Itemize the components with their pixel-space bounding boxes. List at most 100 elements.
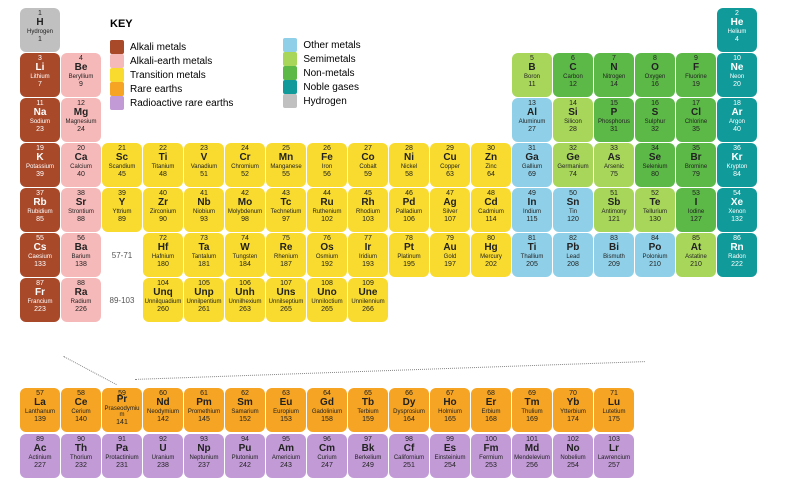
element-Ac: 89AcActinium227 bbox=[20, 434, 60, 478]
element-Pd: 46PdPalladium106 bbox=[389, 188, 429, 232]
element-Be: 4BeBeryllium9 bbox=[61, 53, 101, 97]
element-I: 53IIodine127 bbox=[676, 188, 716, 232]
element-F: 9FFluorine19 bbox=[676, 53, 716, 97]
element-Dy: 66DyDysprosium164 bbox=[389, 388, 429, 432]
element-Sr: 38SrStrontium88 bbox=[61, 188, 101, 232]
element-Mn: 25MnManganese55 bbox=[266, 143, 306, 187]
element-Xe: 54XeXenon132 bbox=[717, 188, 757, 232]
element-Uno: 108UnoUnniloctium265 bbox=[307, 278, 347, 322]
element-Eu: 63EuEuropium153 bbox=[266, 388, 306, 432]
element-No: 102NoNobelium254 bbox=[553, 434, 593, 478]
element-W: 74WTungsten184 bbox=[225, 233, 265, 277]
element-Ne: 10NeNeon20 bbox=[717, 53, 757, 97]
element-Kr: 36KrKrypton84 bbox=[717, 143, 757, 187]
element-Ge: 32GeGermanium74 bbox=[553, 143, 593, 187]
element-Unp: 105UnpUnnilpentium261 bbox=[184, 278, 224, 322]
element-La: 57LaLanthanum139 bbox=[20, 388, 60, 432]
element-Ho: 67HoHolmium165 bbox=[430, 388, 470, 432]
element-Tm: 69TmThulium169 bbox=[512, 388, 552, 432]
element-Fr: 87FrFrancium223 bbox=[20, 278, 60, 322]
element-Ni: 28NiNickel58 bbox=[389, 143, 429, 187]
element-Lu: 71LuLutetium175 bbox=[594, 388, 634, 432]
element-He: 2HeHelium4 bbox=[717, 8, 757, 52]
element-Cs: 55CsCaesium133 bbox=[20, 233, 60, 277]
element-Fe: 26FeIron56 bbox=[307, 143, 347, 187]
element-Unq: 104UnqUnnilquadium260 bbox=[143, 278, 183, 322]
element-In: 49InIndium115 bbox=[512, 188, 552, 232]
element-Ag: 47AgSilver107 bbox=[430, 188, 470, 232]
element-Cl: 17ClChlorine35 bbox=[676, 98, 716, 142]
element-Fm: 100FmFermium253 bbox=[471, 434, 511, 478]
element-Po: 84PoPolonium210 bbox=[635, 233, 675, 277]
element-Cf: 98CfCalifornium251 bbox=[389, 434, 429, 478]
element-Al: 13AlAluminum27 bbox=[512, 98, 552, 142]
element-Ar: 18ArArgon40 bbox=[717, 98, 757, 142]
element-As: 33AsArsenic75 bbox=[594, 143, 634, 187]
element-Hg: 80HgMercury202 bbox=[471, 233, 511, 277]
element-Re: 75ReRhenium187 bbox=[266, 233, 306, 277]
element-At: 85AtAstatine210 bbox=[676, 233, 716, 277]
element-Rb: 37RbRubidium85 bbox=[20, 188, 60, 232]
element-Sn: 50SnTin120 bbox=[553, 188, 593, 232]
element-Ir: 77IrIridium193 bbox=[348, 233, 388, 277]
element-Rh: 45RhRhodium103 bbox=[348, 188, 388, 232]
element-Pm: 61PmPromethium145 bbox=[184, 388, 224, 432]
element-Nd: 60NdNeodymium142 bbox=[143, 388, 183, 432]
periodic-table: 1HHydrogen12HeHelium43LiLithium74BeBeryl… bbox=[20, 8, 757, 323]
element-Tb: 65TbTerbium159 bbox=[348, 388, 388, 432]
element-Se: 34SeSelenium80 bbox=[635, 143, 675, 187]
element-V: 23VVanadium51 bbox=[184, 143, 224, 187]
element-Cu: 29CuCopper63 bbox=[430, 143, 470, 187]
element-Zr: 40ZrZirconium90 bbox=[143, 188, 183, 232]
element-Bk: 97BkBerkelium249 bbox=[348, 434, 388, 478]
element-Th: 90ThThorium232 bbox=[61, 434, 101, 478]
element-P: 15PPhosphorus31 bbox=[594, 98, 634, 142]
element-Pa: 91PaProtactinium231 bbox=[102, 434, 142, 478]
element-Cr: 24CrChromium52 bbox=[225, 143, 265, 187]
element-Br: 35BrBromine79 bbox=[676, 143, 716, 187]
element-Md: 101MdMendelevium256 bbox=[512, 434, 552, 478]
element-Si: 14SiSilicon28 bbox=[553, 98, 593, 142]
element-Er: 68ErErbium168 bbox=[471, 388, 511, 432]
element-Ta: 73TaTantalum181 bbox=[184, 233, 224, 277]
element-B: 5BBoron11 bbox=[512, 53, 552, 97]
element-Ra: 88RaRadium226 bbox=[61, 278, 101, 322]
element-Ru: 44RuRuthenium102 bbox=[307, 188, 347, 232]
lanthanide-row: 57LaLanthanum13958CeCerium14059PrPraseod… bbox=[20, 388, 634, 432]
element-Ti: 22TiTitanium48 bbox=[143, 143, 183, 187]
element-Ca: 20CaCalcium40 bbox=[61, 143, 101, 187]
element-Es: 99EsEinsteinium254 bbox=[430, 434, 470, 478]
element-Am: 95AmAmericium243 bbox=[266, 434, 306, 478]
element-Gd: 64GdGadolinium158 bbox=[307, 388, 347, 432]
element-Au: 79AuGold197 bbox=[430, 233, 470, 277]
element-Sb: 51SbAntimony121 bbox=[594, 188, 634, 232]
element-Os: 76OsOsmium192 bbox=[307, 233, 347, 277]
element-Ti: 81TiThallium205 bbox=[512, 233, 552, 277]
element-Lr: 103LrLawrencium257 bbox=[594, 434, 634, 478]
element-Yb: 70YbYtterbium174 bbox=[553, 388, 593, 432]
element-Te: 52TeTellurium130 bbox=[635, 188, 675, 232]
element-Y: 39YYttrium89 bbox=[102, 188, 142, 232]
element-Ba: 56BaBarium138 bbox=[61, 233, 101, 277]
element-Une: 109UneUnnilennium266 bbox=[348, 278, 388, 322]
element-C: 6CCarbon12 bbox=[553, 53, 593, 97]
element-Tc: 43TcTechnetium97 bbox=[266, 188, 306, 232]
element-Ce: 58CeCerium140 bbox=[61, 388, 101, 432]
element-Sc: 21ScScandium45 bbox=[102, 143, 142, 187]
element-U: 92UUranium238 bbox=[143, 434, 183, 478]
element-Pt: 78PtPlatinum195 bbox=[389, 233, 429, 277]
element-Rn: 86RnRadon222 bbox=[717, 233, 757, 277]
element-Uns: 107UnsUnnilseptium265 bbox=[266, 278, 306, 322]
element-Mo: 42MoMolybdenum98 bbox=[225, 188, 265, 232]
element-Ga: 31GaGallium69 bbox=[512, 143, 552, 187]
element-Pb: 82PbLead208 bbox=[553, 233, 593, 277]
actinide-row: 89AcActinium22790ThThorium23291PaProtact… bbox=[20, 434, 634, 478]
element-Mg: 12MgMagnesium24 bbox=[61, 98, 101, 142]
element-Cm: 96CmCurium247 bbox=[307, 434, 347, 478]
element-N: 7NNitrogen14 bbox=[594, 53, 634, 97]
element-Na: 11NaSodium23 bbox=[20, 98, 60, 142]
element-H: 1HHydrogen1 bbox=[20, 8, 60, 52]
element-Np: 93NpNeptunium237 bbox=[184, 434, 224, 478]
element-Unh: 106UnhUnnilhexium263 bbox=[225, 278, 265, 322]
range-placeholder: 57-71 bbox=[102, 233, 142, 277]
